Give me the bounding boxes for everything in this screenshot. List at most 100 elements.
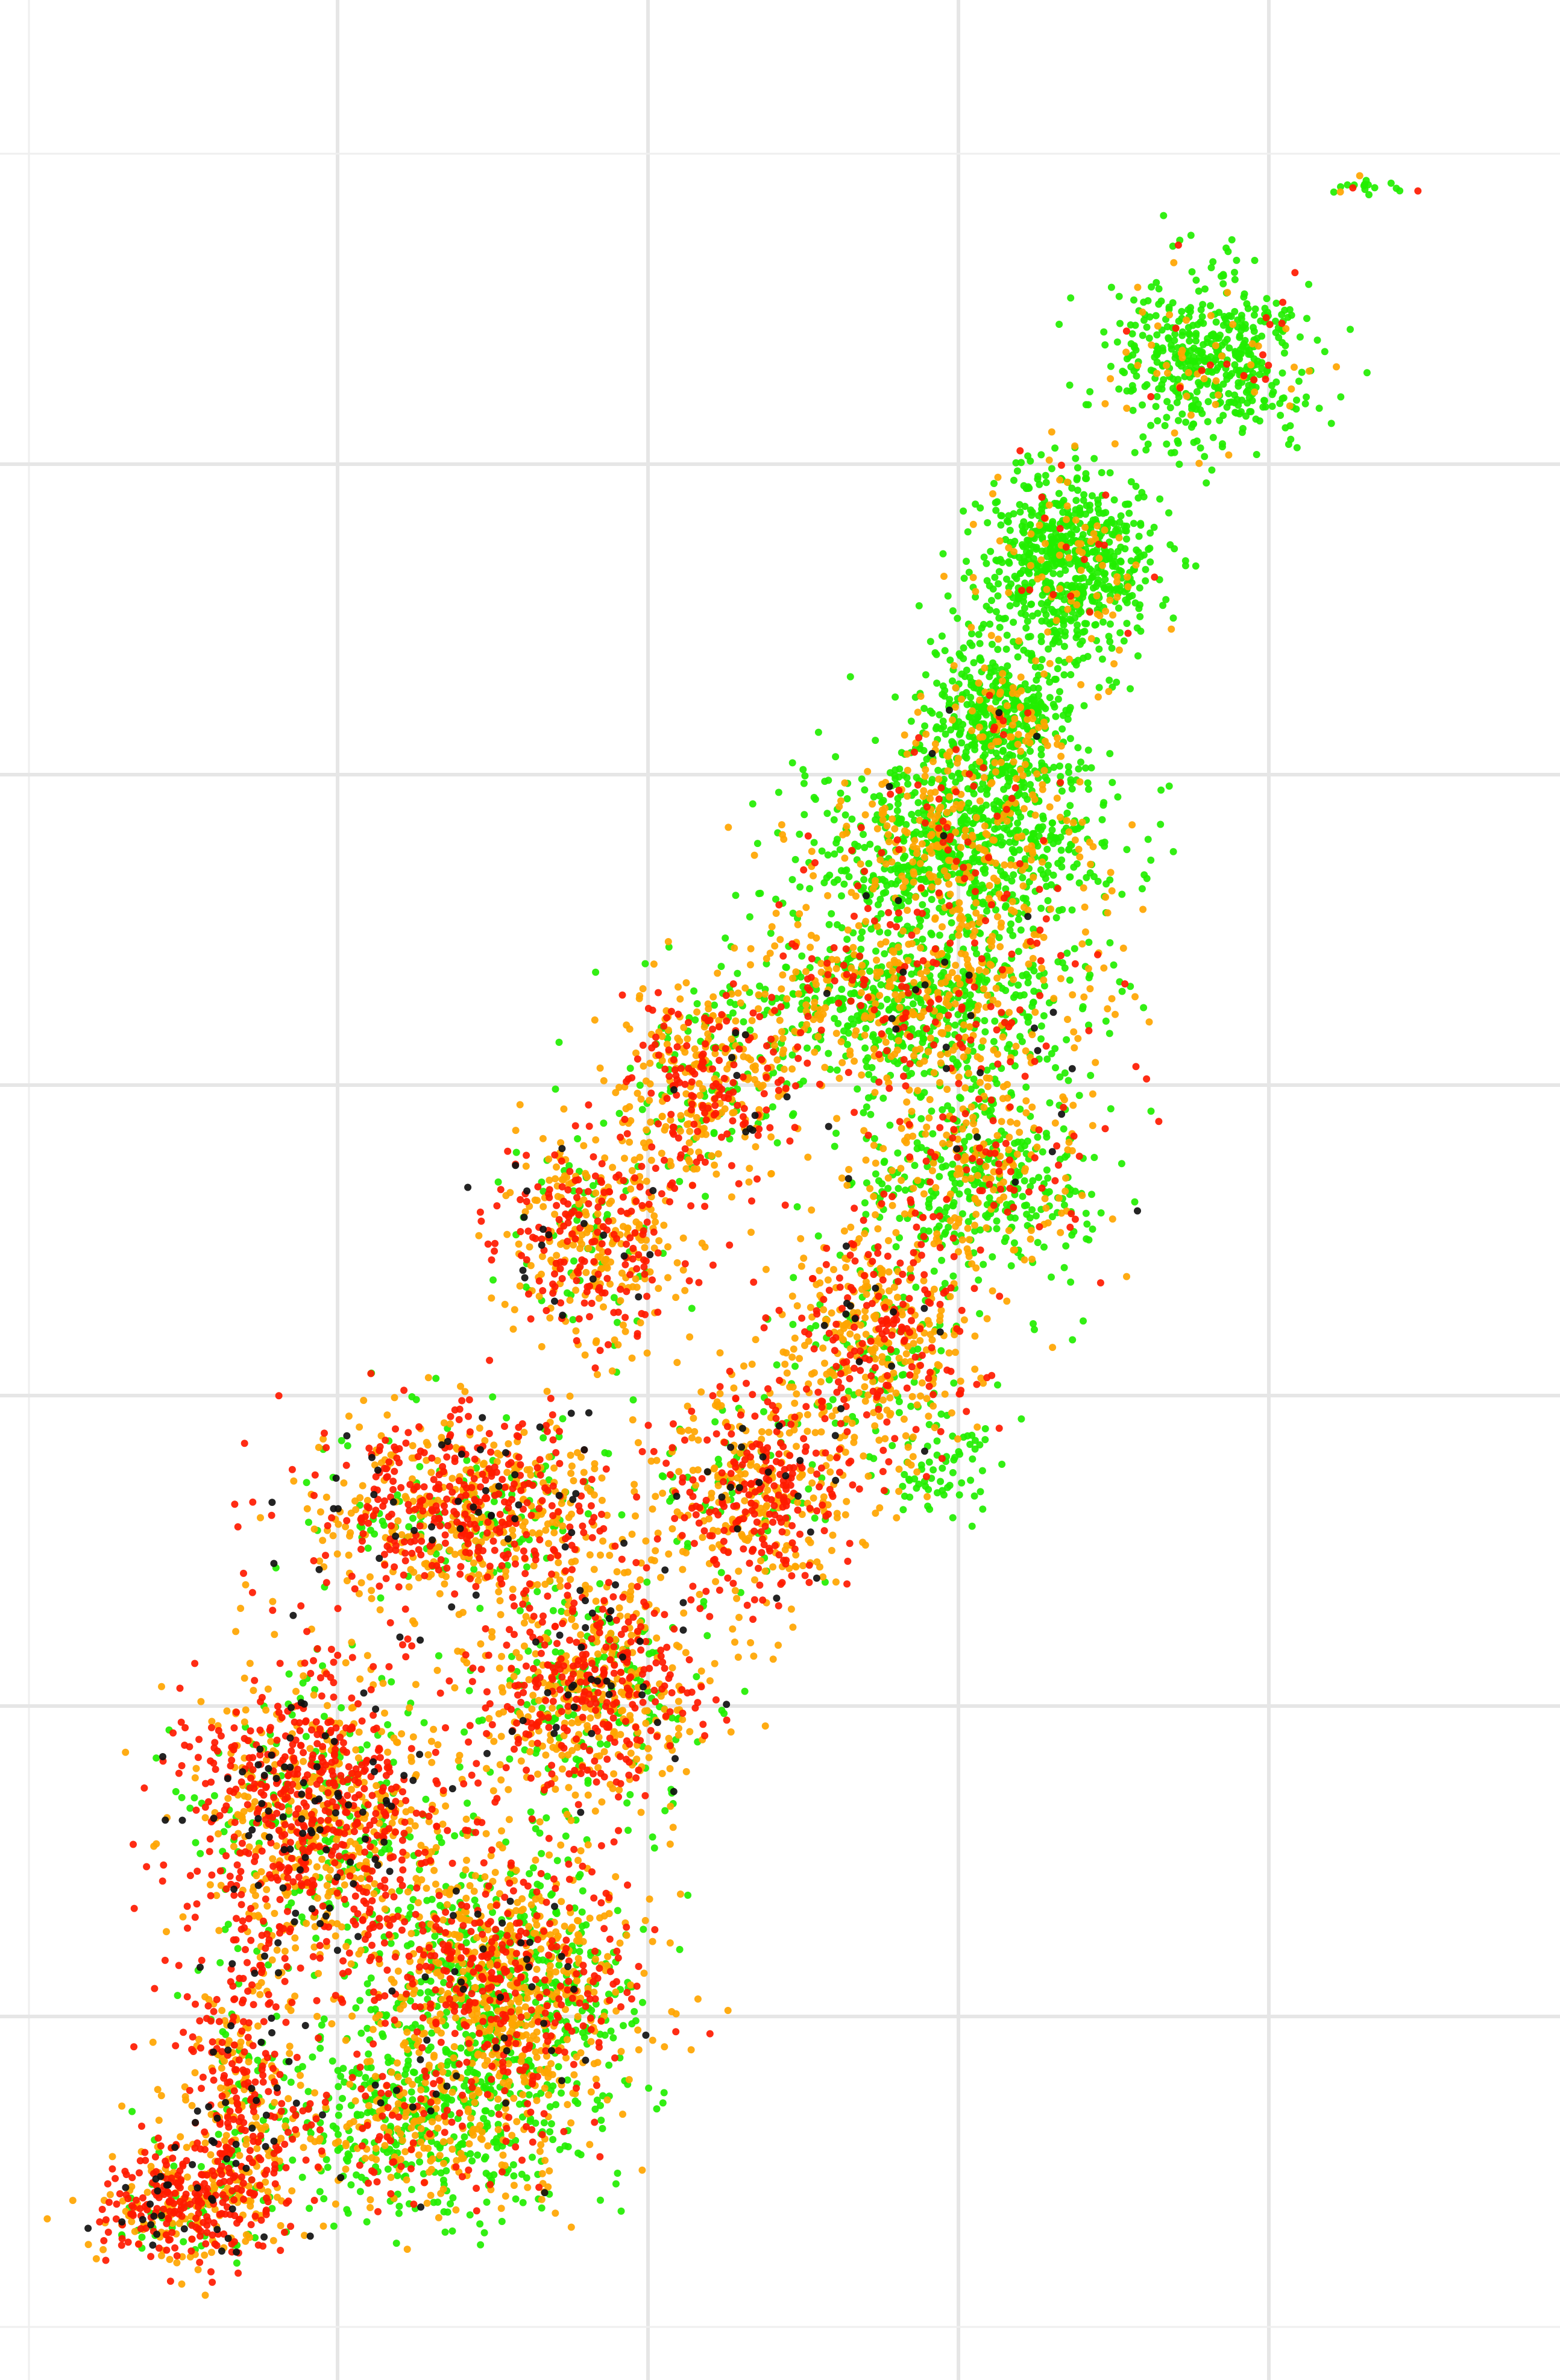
data-point-green bbox=[1014, 981, 1022, 989]
data-point-green bbox=[1100, 799, 1108, 807]
data-point-green bbox=[788, 759, 796, 767]
data-point-green bbox=[416, 1462, 424, 1470]
data-point-green bbox=[1231, 268, 1238, 276]
data-point-green bbox=[993, 1217, 1001, 1225]
data-point-green bbox=[1130, 520, 1137, 527]
data-point-green bbox=[640, 1925, 647, 1933]
data-point-green bbox=[925, 1485, 933, 1493]
data-point-green bbox=[180, 2238, 187, 2246]
data-point-green bbox=[1029, 830, 1037, 837]
data-point-green bbox=[870, 1135, 878, 1142]
data-point-green bbox=[618, 1511, 626, 1519]
data-point-green bbox=[1123, 355, 1131, 363]
data-point-green bbox=[928, 709, 936, 717]
data-point-green bbox=[1068, 785, 1076, 793]
data-point-green bbox=[851, 840, 859, 848]
data-point-green bbox=[961, 1138, 968, 1145]
data-point-green bbox=[1081, 620, 1089, 628]
data-point-green bbox=[799, 766, 807, 773]
data-point-green bbox=[1083, 1235, 1090, 1243]
data-point-green bbox=[1236, 410, 1244, 418]
data-point-green bbox=[875, 1177, 882, 1185]
data-point-green bbox=[1150, 523, 1158, 531]
data-point-green bbox=[1080, 491, 1088, 499]
data-point-green bbox=[1163, 398, 1171, 406]
data-point-green bbox=[1033, 544, 1040, 552]
data-point-green bbox=[579, 2029, 587, 2037]
data-point-green bbox=[1042, 875, 1049, 883]
data-point-green bbox=[976, 654, 984, 662]
data-point-green bbox=[1219, 321, 1227, 329]
data-point-green bbox=[981, 1028, 989, 1036]
data-point-green bbox=[1208, 466, 1216, 474]
data-point-green bbox=[1119, 367, 1127, 375]
data-point-green bbox=[810, 793, 818, 801]
data-point-green bbox=[908, 1069, 915, 1077]
data-point-green bbox=[1153, 358, 1161, 366]
data-point-green bbox=[1125, 509, 1133, 517]
data-point-green bbox=[1165, 782, 1173, 790]
data-point-green bbox=[1123, 620, 1131, 628]
data-point-green bbox=[1077, 758, 1084, 766]
data-point-green bbox=[1207, 264, 1215, 271]
data-point-green bbox=[1072, 634, 1080, 641]
data-point-green bbox=[981, 743, 989, 751]
data-point-green bbox=[1054, 534, 1061, 541]
data-point-green bbox=[1187, 423, 1195, 431]
data-point-green bbox=[791, 855, 799, 863]
data-point-green bbox=[1146, 558, 1154, 566]
data-point-green bbox=[1246, 408, 1254, 415]
data-point-green bbox=[684, 1540, 691, 1547]
data-point-green bbox=[344, 1442, 351, 1450]
data-point-green bbox=[304, 2088, 312, 2095]
data-point-green bbox=[1207, 302, 1214, 310]
data-point-green bbox=[952, 778, 960, 786]
data-point-green bbox=[749, 800, 756, 808]
data-point-green bbox=[837, 867, 845, 875]
data-point-green bbox=[1025, 484, 1033, 492]
data-point-green bbox=[1154, 417, 1162, 424]
data-point-green bbox=[844, 1387, 852, 1395]
data-point-green bbox=[629, 1396, 637, 1404]
data-point-green bbox=[916, 1094, 924, 1101]
data-point-green bbox=[740, 1018, 747, 1025]
data-point-green bbox=[1233, 366, 1241, 374]
data-point-green bbox=[858, 775, 866, 783]
data-point-green bbox=[1153, 331, 1161, 339]
data-point-green bbox=[482, 2170, 490, 2177]
data-point-green bbox=[1011, 1139, 1019, 1147]
data-point-green bbox=[806, 885, 814, 893]
data-point-green bbox=[1102, 1017, 1110, 1025]
data-point-green bbox=[1157, 786, 1165, 794]
data-point-orange bbox=[1200, 375, 1208, 383]
data-point-green bbox=[408, 1393, 416, 1400]
data-point-green bbox=[1225, 326, 1233, 334]
data-point-green bbox=[498, 2218, 506, 2225]
data-point-green bbox=[941, 647, 949, 655]
data-point-green bbox=[555, 1039, 563, 1046]
data-point-green bbox=[841, 811, 849, 819]
data-point-green bbox=[973, 950, 980, 957]
data-point-green bbox=[977, 1488, 984, 1496]
data-point-green bbox=[1184, 357, 1192, 365]
data-point-green bbox=[645, 2084, 653, 2092]
data-point-green bbox=[329, 2057, 336, 2065]
data-point-orange bbox=[1288, 385, 1295, 393]
data-point-green bbox=[1063, 949, 1071, 957]
data-point-green bbox=[832, 753, 840, 761]
data-point-green bbox=[978, 624, 986, 632]
data-point-green bbox=[1153, 392, 1161, 400]
data-point-orange bbox=[1336, 188, 1344, 196]
data-point-green bbox=[1293, 396, 1300, 404]
data-point-green bbox=[636, 1081, 644, 1089]
data-point-green bbox=[1168, 449, 1175, 457]
data-point-green bbox=[951, 1021, 959, 1029]
data-point-green bbox=[936, 931, 943, 939]
data-point-green bbox=[915, 602, 923, 609]
data-point-green bbox=[170, 2162, 178, 2170]
data-point-green bbox=[356, 2188, 364, 2196]
data-point-green bbox=[353, 2112, 361, 2120]
data-point-green bbox=[219, 2028, 227, 2036]
data-point-green bbox=[1239, 424, 1247, 432]
data-point-green bbox=[1250, 311, 1258, 319]
